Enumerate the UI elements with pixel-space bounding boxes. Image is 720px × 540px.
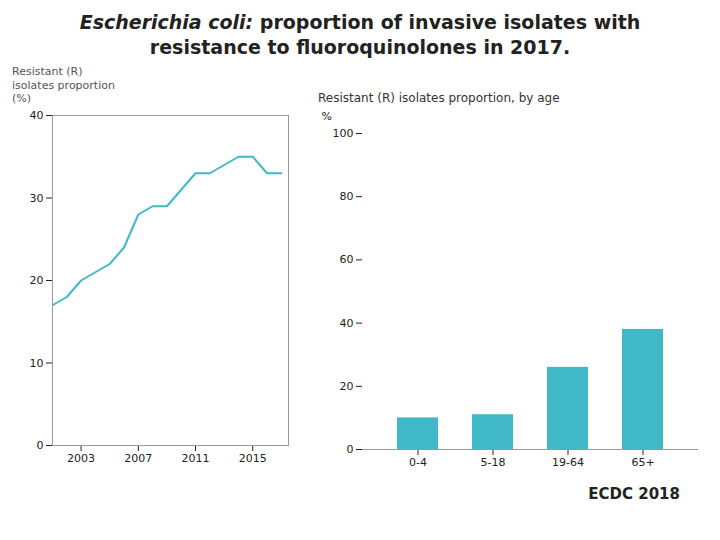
svg-text:65+: 65+	[631, 457, 654, 470]
html-text:Resistant (R) isolates proport: Resistant (R) isolates proportion (%)	[12, 65, 115, 105]
svg-text:2015: 2015	[239, 453, 267, 466]
svg-text:20: 20	[30, 274, 44, 287]
html-text:ECDC 2018: ECDC 2018	[588, 485, 680, 504]
svg-text:10: 10	[30, 357, 44, 370]
svg-text:19-64: 19-64	[552, 457, 584, 470]
svg-text:60: 60	[340, 254, 354, 267]
svg-text:40: 40	[340, 317, 354, 330]
svg-text:2007: 2007	[124, 453, 152, 466]
svg-text:40: 40	[30, 109, 44, 122]
svg-text:2011: 2011	[182, 453, 210, 466]
svg-text:30: 30	[30, 192, 44, 205]
html-text:Resistant (R) isolates proport: Resistant (R) isolates proportion, by ag…	[318, 91, 560, 106]
svg-text:80: 80	[340, 191, 354, 204]
svg-text:%: %	[322, 111, 332, 124]
svg-text:5-18: 5-18	[481, 457, 506, 470]
svg-text:100: 100	[333, 127, 354, 140]
svg-text:0: 0	[347, 443, 354, 456]
svg-text:20: 20	[340, 380, 354, 393]
svg-text:2003: 2003	[67, 453, 95, 466]
svg-text:0-4: 0-4	[409, 457, 427, 470]
svg-text:0: 0	[37, 439, 44, 452]
html-text:Escherichia coli: proportion o: Escherichia coli: proportion of invasive…	[79, 11, 641, 58]
